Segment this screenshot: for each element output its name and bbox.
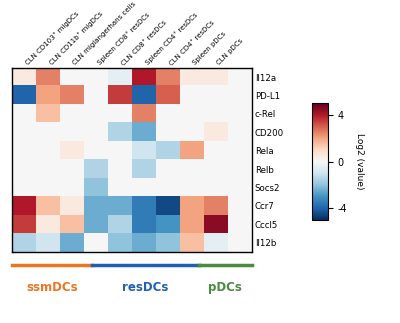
Text: pDCs: pDCs (208, 281, 242, 294)
Text: resDCs: resDCs (122, 281, 168, 294)
Text: ssmDCs: ssmDCs (26, 281, 78, 294)
Y-axis label: Log2 (value): Log2 (value) (355, 133, 364, 190)
